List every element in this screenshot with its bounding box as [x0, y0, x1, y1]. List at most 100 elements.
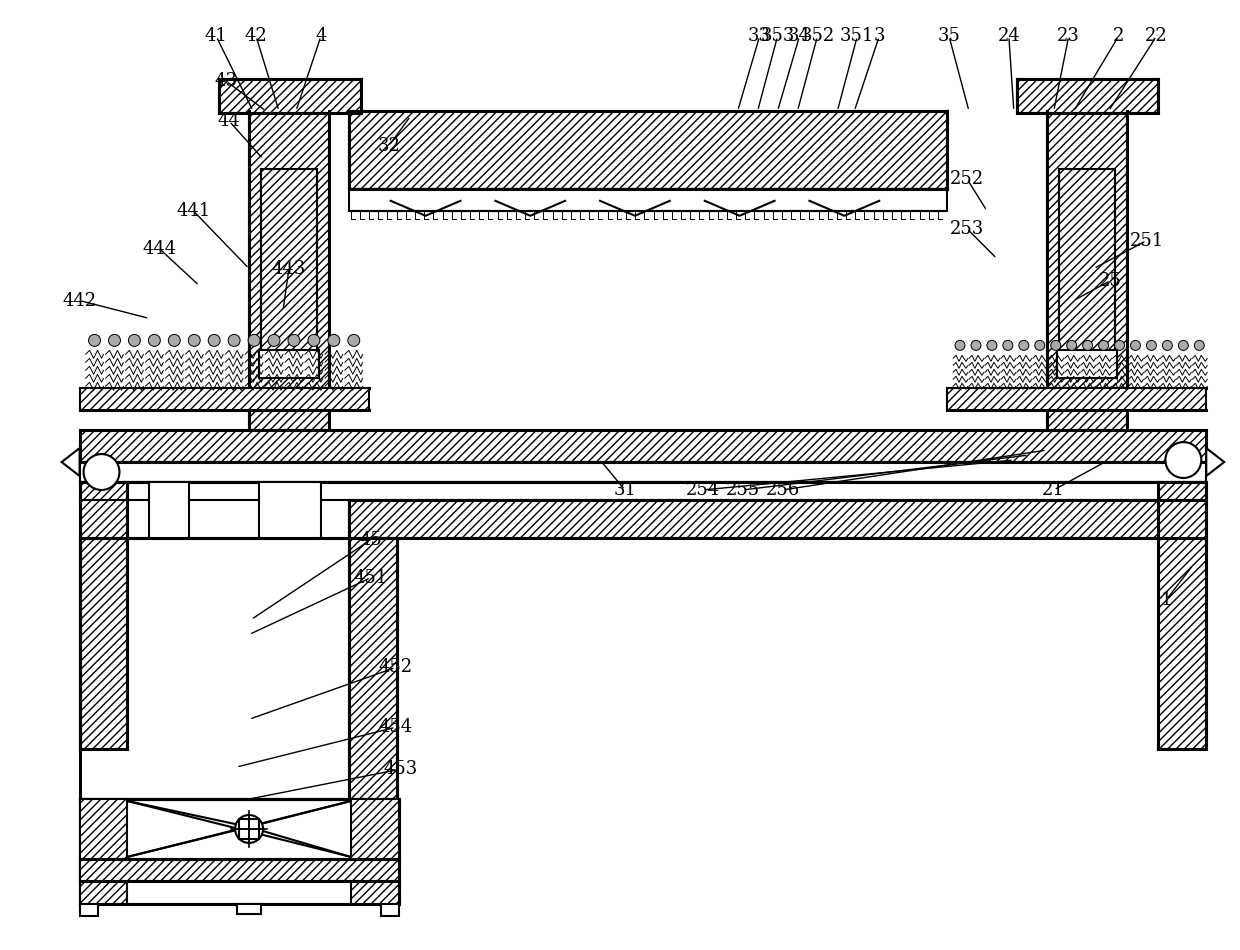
Circle shape: [1147, 340, 1157, 351]
Circle shape: [88, 334, 100, 347]
Bar: [79, 538, 348, 799]
Text: 351: 351: [841, 28, 874, 46]
Text: 453: 453: [383, 760, 418, 778]
Circle shape: [83, 454, 119, 490]
Bar: [1017, 79, 1158, 113]
Bar: [259, 351, 319, 378]
Circle shape: [208, 334, 221, 347]
Bar: [381, 903, 398, 916]
Circle shape: [347, 334, 360, 347]
Text: 252: 252: [950, 170, 985, 188]
Circle shape: [1194, 340, 1204, 351]
Circle shape: [308, 334, 320, 347]
Circle shape: [987, 340, 997, 351]
Circle shape: [1003, 340, 1013, 351]
Text: 23: 23: [1058, 28, 1080, 46]
Text: 441: 441: [176, 201, 211, 219]
Bar: [249, 111, 329, 430]
Circle shape: [955, 340, 965, 351]
Bar: [259, 482, 321, 538]
Circle shape: [971, 340, 981, 351]
Bar: [1056, 351, 1116, 378]
Bar: [219, 79, 361, 113]
Text: 253: 253: [950, 219, 985, 238]
Circle shape: [1035, 340, 1045, 351]
Circle shape: [1166, 442, 1202, 478]
Text: 31: 31: [614, 481, 636, 499]
Text: 1: 1: [1161, 591, 1172, 609]
Text: 22: 22: [1145, 28, 1168, 46]
Text: 454: 454: [378, 718, 413, 736]
Text: 3: 3: [873, 28, 885, 46]
Circle shape: [248, 334, 260, 347]
Bar: [237, 903, 262, 914]
Circle shape: [268, 334, 280, 347]
Bar: [79, 903, 98, 916]
Text: 42: 42: [244, 28, 268, 46]
Circle shape: [1083, 340, 1092, 351]
Circle shape: [1178, 340, 1188, 351]
Circle shape: [149, 334, 160, 347]
Text: 444: 444: [143, 239, 176, 257]
Text: 352: 352: [800, 28, 835, 46]
Bar: [262, 169, 317, 353]
Text: 25: 25: [1099, 272, 1122, 290]
Text: 443: 443: [272, 259, 306, 277]
Circle shape: [288, 334, 300, 347]
Circle shape: [188, 334, 200, 347]
Bar: [947, 389, 1207, 410]
Bar: [79, 389, 368, 410]
Text: 442: 442: [62, 292, 97, 310]
Circle shape: [1162, 340, 1172, 351]
Text: 452: 452: [378, 658, 413, 676]
Circle shape: [228, 334, 241, 347]
Circle shape: [109, 334, 120, 347]
Bar: [79, 482, 128, 750]
Circle shape: [1050, 340, 1060, 351]
Text: 32: 32: [377, 137, 401, 155]
Text: 21: 21: [1043, 481, 1065, 499]
Text: 24: 24: [997, 28, 1021, 46]
Circle shape: [327, 334, 340, 347]
Text: 44: 44: [218, 112, 241, 130]
Circle shape: [1019, 340, 1029, 351]
Bar: [1047, 111, 1126, 430]
Bar: [239, 819, 259, 839]
Circle shape: [129, 334, 140, 347]
Text: 4: 4: [315, 28, 326, 46]
Text: 353: 353: [760, 28, 795, 46]
Text: 256: 256: [765, 481, 800, 499]
Bar: [79, 799, 128, 903]
Circle shape: [1131, 340, 1141, 351]
Circle shape: [1099, 340, 1109, 351]
Bar: [79, 859, 398, 881]
Bar: [1158, 482, 1207, 750]
Text: 41: 41: [205, 28, 228, 46]
Bar: [1059, 169, 1115, 353]
Bar: [348, 500, 1207, 538]
Circle shape: [169, 334, 180, 347]
Text: 45: 45: [360, 531, 382, 549]
Circle shape: [236, 815, 263, 843]
Text: 33: 33: [748, 28, 771, 46]
Text: 35: 35: [937, 28, 961, 46]
Circle shape: [1066, 340, 1076, 351]
Bar: [348, 189, 947, 211]
Bar: [149, 482, 190, 538]
Bar: [351, 799, 398, 903]
Text: 34: 34: [789, 28, 811, 46]
Text: 255: 255: [725, 481, 760, 499]
Circle shape: [1115, 340, 1125, 351]
Bar: [79, 430, 1207, 462]
Text: 451: 451: [353, 569, 388, 587]
Text: 254: 254: [686, 481, 719, 499]
Polygon shape: [62, 448, 79, 476]
Bar: [79, 799, 398, 903]
Bar: [348, 538, 397, 799]
Polygon shape: [1207, 448, 1224, 476]
Bar: [348, 111, 947, 189]
Text: 2: 2: [1112, 28, 1125, 46]
Text: 251: 251: [1130, 232, 1163, 250]
Text: 43: 43: [215, 72, 238, 90]
Bar: [79, 462, 1207, 482]
